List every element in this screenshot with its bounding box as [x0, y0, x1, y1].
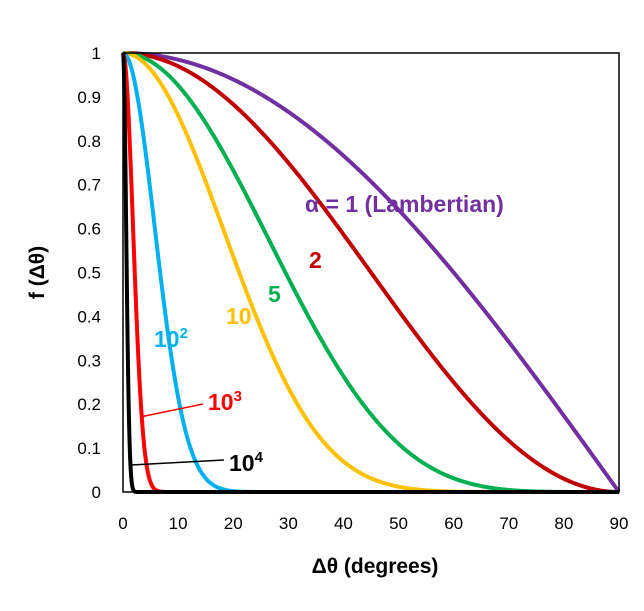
y-tick-label: 0: [92, 483, 101, 502]
y-tick-label: 0.6: [77, 220, 101, 239]
x-tick-label: 80: [554, 514, 573, 533]
plot-frame-group: [122, 52, 620, 493]
y-tick-label: 0.7: [77, 176, 101, 195]
y-tick-label: 0.5: [77, 264, 101, 283]
curve-label-1: α = 1 (Lambertian): [305, 191, 504, 217]
curve-label-5: 102: [154, 325, 188, 352]
leader-line-7: [130, 459, 225, 466]
y-tick-label: 0.3: [77, 351, 101, 370]
series-line-2: [121, 51, 621, 494]
x-axis-title: Δθ (degrees): [312, 555, 439, 578]
curve-label-7: 104: [229, 449, 264, 476]
y-tick-label: 0.2: [77, 395, 101, 414]
curve-label-4: 10: [226, 303, 252, 329]
tick-labels-group: 0 10 20 30 40 50 60 70 80 90 0 0.1 0.2 0.3 0.4 0.5 0.6 0.…: [77, 44, 628, 533]
leader-line-6: [139, 403, 204, 418]
plot-frame: [122, 52, 620, 493]
curve-label-3: 5: [268, 281, 281, 307]
y-tick-label: 0.1: [77, 439, 101, 458]
x-tick-label: 70: [499, 514, 518, 533]
y-tick-label: 1: [92, 44, 101, 63]
curve-label-6: 103: [208, 388, 242, 415]
curves-group: [121, 51, 621, 494]
x-tick-label: 30: [279, 514, 298, 533]
curve-label-2: 2: [309, 247, 322, 273]
x-tick-label: 50: [389, 514, 408, 533]
x-tick-label: 40: [334, 514, 353, 533]
series-line-1: [121, 51, 621, 494]
y-axis-title: f (Δθ): [26, 246, 49, 299]
curve-labels-group: α = 1 (Lambertian) 2 5 10 102 103 104: [130, 191, 504, 476]
x-tick-label: 60: [444, 514, 463, 533]
x-tick-label: 20: [224, 514, 243, 533]
x-tick-label: 10: [169, 514, 188, 533]
x-tick-label: 0: [118, 514, 127, 533]
y-tick-label: 0.4: [77, 307, 101, 326]
y-tick-label: 0.8: [77, 132, 101, 151]
x-tick-label: 90: [610, 514, 629, 533]
y-tick-label: 0.9: [77, 88, 101, 107]
